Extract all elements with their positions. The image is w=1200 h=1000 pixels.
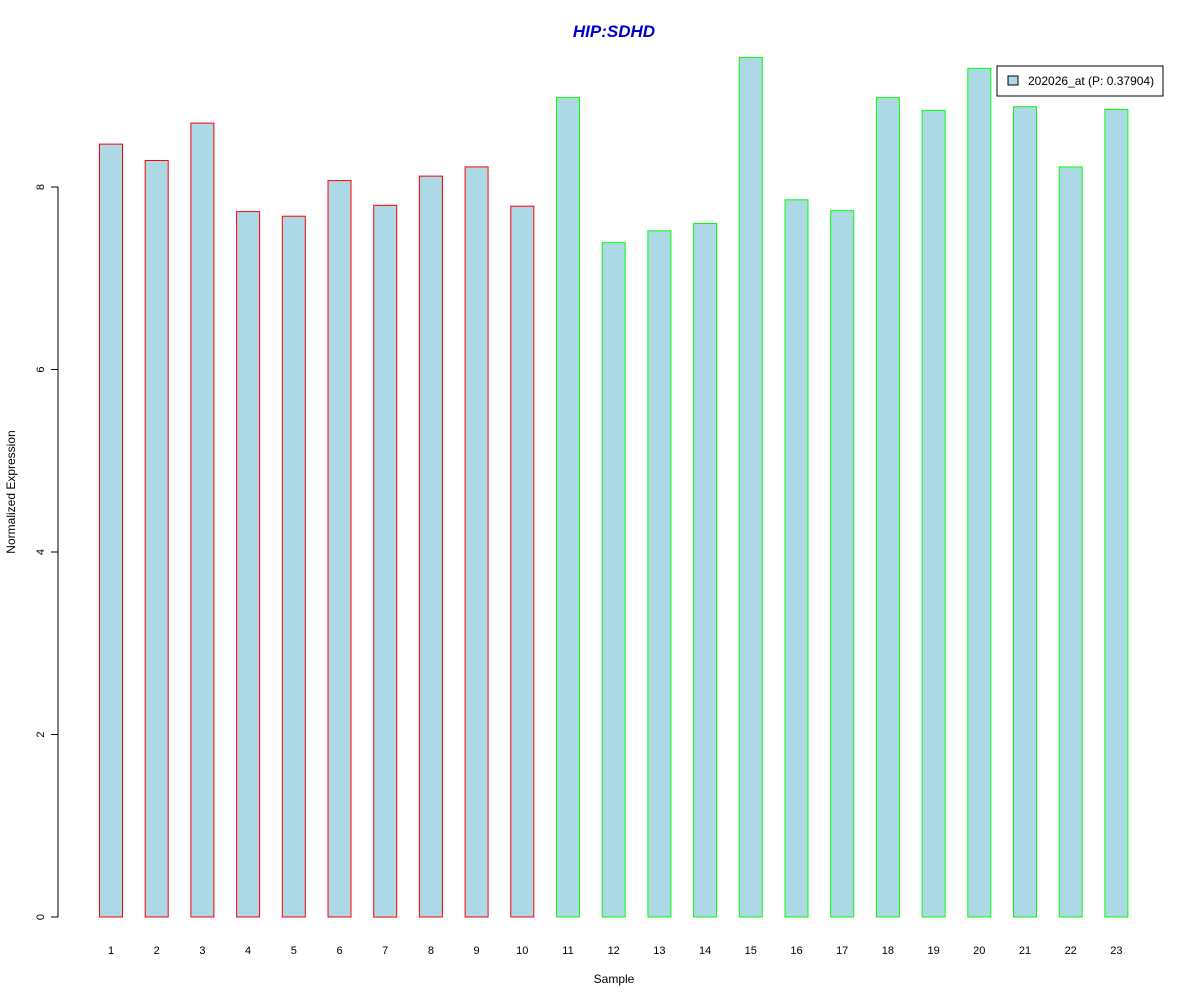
y-tick-label: 2 bbox=[35, 731, 47, 737]
y-axis-label: Normalized Expression bbox=[4, 430, 18, 553]
bar-sample-8 bbox=[418, 175, 443, 918]
bar-sample-12 bbox=[601, 242, 626, 918]
x-tick-label: 15 bbox=[745, 945, 757, 957]
x-tick-label: 20 bbox=[973, 945, 985, 957]
legend-label: 202026_at (P: 0.37904) bbox=[1028, 74, 1154, 88]
bar-sample-21 bbox=[1013, 106, 1037, 918]
bars-layer bbox=[99, 56, 1129, 918]
x-tick-label: 12 bbox=[608, 945, 620, 957]
bar-sample-7 bbox=[373, 204, 398, 918]
bar-sample-19 bbox=[921, 109, 946, 918]
bar-sample-1 bbox=[99, 143, 123, 918]
bar-sample-14 bbox=[693, 223, 718, 918]
y-axis: 0 2 4 6 8 bbox=[35, 184, 59, 920]
y-tick-label: 4 bbox=[35, 549, 47, 555]
x-tick-label: 23 bbox=[1110, 945, 1122, 957]
bar-sample-15 bbox=[738, 56, 763, 918]
x-tick-label: 16 bbox=[790, 945, 802, 957]
x-tick-label: 3 bbox=[199, 945, 205, 957]
x-axis-label: Sample bbox=[594, 972, 635, 986]
bar-sample-23 bbox=[1104, 108, 1129, 918]
x-tick-label: 9 bbox=[474, 945, 480, 957]
x-tick-label: 10 bbox=[516, 945, 528, 957]
chart-title: HIP:SDHD bbox=[573, 22, 655, 41]
bar-sample-9 bbox=[464, 166, 489, 918]
bar-sample-10 bbox=[510, 205, 535, 918]
bar-sample-11 bbox=[556, 97, 580, 918]
bar-sample-17 bbox=[830, 210, 855, 918]
bar-sample-6 bbox=[327, 180, 352, 918]
bar-sample-3 bbox=[190, 122, 215, 918]
y-tick-label: 0 bbox=[35, 914, 47, 920]
bar-sample-20 bbox=[967, 67, 992, 918]
legend: 202026_at (P: 0.37904) bbox=[996, 65, 1164, 97]
bar-sample-5 bbox=[281, 215, 306, 918]
bar-sample-2 bbox=[144, 160, 169, 918]
x-tick-label: 13 bbox=[653, 945, 665, 957]
legend-swatch bbox=[1007, 75, 1019, 86]
y-tick-label: 8 bbox=[35, 184, 47, 190]
bar-sample-4 bbox=[236, 211, 261, 918]
legend-box bbox=[996, 65, 1164, 97]
x-tick-label: 8 bbox=[428, 945, 434, 957]
bar-sample-18 bbox=[875, 97, 900, 918]
x-tick-label: 21 bbox=[1019, 945, 1031, 957]
x-tick-label: 2 bbox=[154, 945, 160, 957]
x-tick-label: 19 bbox=[927, 945, 939, 957]
x-tick-label: 22 bbox=[1065, 945, 1077, 957]
y-tick-label: 6 bbox=[35, 366, 47, 372]
x-tick-label: 14 bbox=[699, 945, 711, 957]
x-tick-label: 11 bbox=[562, 945, 573, 957]
x-axis-ticks: 1 2 3 4 5 6 7 8 9 10 11 12 13 14 15 16 17 18 19 20 21 22 23 bbox=[108, 945, 1123, 957]
x-tick-label: 4 bbox=[245, 945, 251, 957]
x-tick-label: 17 bbox=[836, 945, 848, 957]
x-tick-label: 7 bbox=[382, 945, 388, 957]
x-tick-label: 6 bbox=[336, 945, 342, 957]
bar-sample-13 bbox=[647, 230, 672, 918]
x-tick-label: 1 bbox=[108, 945, 114, 957]
x-tick-label: 5 bbox=[291, 945, 297, 957]
bar-sample-22 bbox=[1058, 166, 1083, 918]
x-tick-label: 18 bbox=[882, 945, 894, 957]
bar-sample-16 bbox=[784, 199, 809, 918]
